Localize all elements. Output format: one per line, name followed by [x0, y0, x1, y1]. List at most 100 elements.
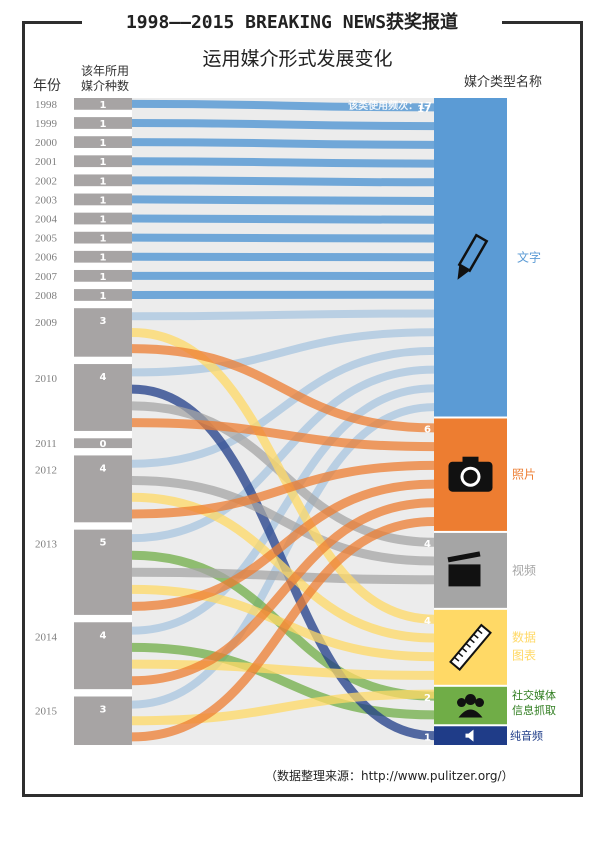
- flow-2012-photo: [131, 460, 435, 519]
- year-segment-2011: [74, 438, 132, 449]
- year-segment-2007: [74, 269, 132, 282]
- year-segment-2015: [74, 696, 132, 745]
- frequency-label-video: 4: [424, 539, 431, 550]
- chart-subtitle: 运用媒介形式发展变化: [202, 48, 393, 70]
- year-segment-2008: [74, 289, 132, 301]
- year-segment-1999: [74, 117, 132, 129]
- count-label-2000: 1: [100, 138, 107, 149]
- year-segment-2009: [74, 308, 132, 357]
- year-segment-2014: [74, 622, 132, 690]
- year-label-2005: 2005: [35, 233, 58, 245]
- media-label-social-line1: 社交媒体: [512, 688, 556, 702]
- flows-group: [131, 99, 435, 742]
- count-header-line-2: 媒介种数: [80, 79, 129, 93]
- year-column: 1 1998 1 1999 1 2000 1 2001 1 2002 1 2003 1 2004 1 2005…: [35, 98, 132, 745]
- flow-1998-text: [131, 99, 435, 112]
- media-label-text: 文字: [517, 249, 541, 264]
- count-label-2007: 1: [100, 272, 107, 283]
- flow-2014-social: [131, 642, 435, 720]
- year-label-2014: 2014: [35, 631, 58, 643]
- usage-frequency-label: 该类使用频次：17: [348, 99, 432, 112]
- chart-title: 1998——2015 BREAKING NEWS获奖报道: [82, 8, 502, 34]
- year-label-2003: 2003: [35, 194, 58, 206]
- flow-2014-data: [131, 659, 435, 680]
- frequency-label-data: 4: [424, 616, 431, 627]
- flow-2015-data: [131, 689, 435, 726]
- count-label-2006: 1: [100, 253, 107, 264]
- flow-2012-data: [131, 492, 435, 643]
- count-label-2014: 4: [100, 630, 107, 641]
- count-label-2003: 1: [100, 195, 107, 206]
- year-label-2000: 2000: [35, 137, 58, 149]
- year-segment-2004: [74, 212, 132, 225]
- flow-2000-text: [131, 138, 435, 149]
- media-label-video: 视频: [512, 562, 536, 577]
- media-label-photo: 照片: [512, 468, 536, 482]
- year-segment-2001: [74, 155, 132, 168]
- flow-2014-text: [131, 384, 435, 635]
- flow-2009-data: [131, 327, 435, 624]
- year-segment-1998: [74, 98, 132, 110]
- year-segment-2002: [74, 174, 132, 187]
- year-segment-2006: [74, 250, 132, 263]
- flow-2014-photo: [131, 498, 435, 686]
- count-label-2002: 1: [100, 176, 107, 187]
- count-column-header: 该年所用 媒介种数: [72, 64, 138, 94]
- media-label-social-line2: 信息抓取: [512, 703, 556, 717]
- count-label-2013: 5: [100, 538, 107, 549]
- year-label-2006: 2006: [35, 252, 58, 264]
- people-icon: [457, 694, 484, 718]
- frequency-label-photo: 6: [424, 425, 431, 436]
- source-note: （数据整理来源：http://www.pulitzer.org/）: [265, 769, 514, 783]
- count-header-line-1: 该年所用: [80, 64, 129, 78]
- media-type-header: 媒介类型名称: [463, 75, 542, 90]
- year-label-2004: 2004: [35, 214, 58, 226]
- flow-2010-text: [131, 328, 435, 377]
- flow-2012-text: [131, 346, 435, 468]
- year-label-2008: 2008: [35, 290, 58, 302]
- flow-1999-text: [131, 118, 435, 131]
- frequency-label-audio: 1: [424, 732, 431, 743]
- flow-2001-text: [131, 157, 435, 168]
- year-label-1999: 1999: [35, 118, 58, 130]
- speaker-icon: [465, 729, 474, 742]
- flow-2005-text: [131, 233, 435, 243]
- year-segment-2013: [74, 529, 132, 615]
- flow-2013-photo: [131, 479, 435, 611]
- flow-2009-photo: [131, 344, 435, 433]
- count-label-2008: 1: [100, 291, 107, 302]
- year-label-2011: 2011: [35, 438, 57, 450]
- year-label-2012: 2012: [35, 464, 57, 476]
- year-label-2002: 2002: [35, 175, 57, 187]
- year-segment-2005: [74, 231, 132, 244]
- camera-icon: [448, 456, 493, 492]
- count-label-2005: 1: [100, 234, 107, 245]
- media-block-social: [434, 686, 507, 725]
- flow-2009-text: [131, 309, 435, 321]
- flow-2010-photo: [131, 418, 435, 452]
- count-label-2012: 4: [100, 463, 107, 474]
- year-label-1998: 1998: [35, 99, 58, 111]
- media-label-data-line2: 图表: [512, 648, 536, 662]
- flow-2004-text: [131, 214, 435, 224]
- frequency-label-social: 2: [424, 693, 431, 704]
- count-label-2010: 4: [100, 372, 107, 383]
- clapperboard-icon: [447, 551, 481, 587]
- flow-2012-video: [131, 476, 435, 566]
- flow-2013-video: [131, 567, 435, 585]
- year-label-2009: 2009: [35, 317, 58, 329]
- ruler-icon: [449, 623, 492, 671]
- year-segment-2010: [74, 364, 132, 431]
- year-label-2001: 2001: [35, 156, 57, 168]
- count-label-2001: 1: [100, 157, 107, 168]
- media-label-audio: 纯音频: [510, 729, 543, 743]
- flow-2002-text: [131, 176, 435, 187]
- year-label-2007: 2007: [35, 271, 58, 283]
- media-label-data-line1: 数据: [512, 629, 536, 644]
- media-column: 17 6 4 4 2 1: [417, 98, 507, 745]
- year-segment-2003: [74, 193, 132, 206]
- pencil-icon: [457, 233, 489, 280]
- flow-2013-text: [131, 365, 435, 543]
- count-label-2015: 3: [100, 704, 107, 715]
